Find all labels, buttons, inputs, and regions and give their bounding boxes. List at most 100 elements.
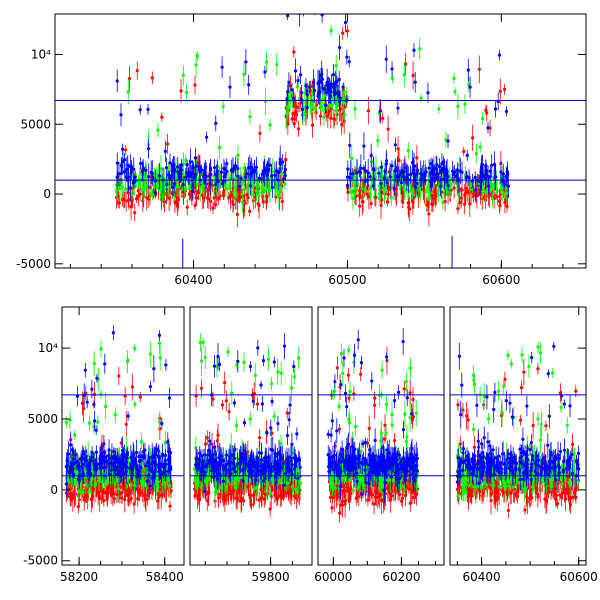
top-axes-frame	[54, 13, 587, 269]
data-point	[64, 482, 68, 486]
data-point	[117, 487, 121, 491]
data-point	[280, 172, 284, 176]
data-point	[220, 182, 224, 186]
data-point	[217, 182, 222, 186]
data-point	[90, 387, 94, 391]
data-point	[155, 481, 159, 485]
data-point	[93, 481, 98, 486]
data-point	[498, 204, 502, 208]
data-point	[97, 478, 101, 483]
data-point	[277, 170, 281, 174]
data-point	[376, 139, 380, 143]
data-point	[120, 496, 124, 500]
data-point	[335, 92, 340, 96]
data-point	[175, 185, 179, 189]
data-point	[126, 90, 130, 94]
data-point	[123, 461, 128, 466]
data-point	[175, 202, 179, 206]
data-point	[399, 185, 403, 189]
top-panel: 60400 60500 60600 -5000 0 5000 10⁴	[16, 13, 587, 287]
data-point	[145, 196, 149, 200]
data-point	[253, 195, 257, 199]
data-point	[177, 175, 182, 180]
data-point	[283, 182, 287, 186]
data-point	[194, 195, 198, 200]
data-point	[486, 126, 490, 130]
data-point	[468, 184, 472, 188]
data-point	[138, 108, 142, 112]
data-point	[290, 117, 294, 121]
y-tick-label: -5000	[16, 257, 51, 271]
data-point	[238, 484, 242, 488]
data-point	[431, 196, 435, 201]
data-point	[241, 200, 245, 204]
data-point	[276, 370, 280, 374]
data-point	[106, 491, 110, 495]
data-point	[464, 191, 468, 195]
data-point	[147, 175, 151, 179]
data-point	[506, 184, 511, 188]
data-point	[300, 107, 305, 112]
data-point	[385, 181, 389, 185]
data-point	[268, 123, 272, 127]
data-point	[209, 172, 213, 176]
data-point	[359, 166, 363, 170]
data-point	[363, 169, 368, 173]
data-point	[120, 197, 125, 202]
data-point	[65, 459, 69, 463]
data-point	[303, 112, 307, 116]
data-point	[257, 498, 261, 502]
data-point	[85, 400, 89, 404]
data-point	[133, 346, 137, 351]
data-point	[76, 504, 80, 509]
data-point	[112, 464, 116, 468]
data-point	[310, 84, 314, 88]
data-point	[293, 69, 298, 73]
data-point	[415, 181, 419, 186]
data-point	[139, 440, 144, 444]
data-point	[381, 116, 385, 120]
data-point	[270, 185, 274, 190]
x-tick-label: 58400	[146, 570, 184, 584]
data-point	[171, 185, 175, 189]
data-point	[189, 195, 194, 199]
data-point	[182, 194, 186, 198]
data-point	[342, 113, 347, 117]
data-point	[130, 460, 134, 464]
data-point	[413, 185, 417, 189]
data-point	[168, 504, 172, 508]
data-point	[142, 186, 146, 190]
data-point	[169, 467, 173, 471]
data-point	[423, 171, 427, 175]
data-point	[222, 189, 226, 193]
data-point	[499, 170, 503, 174]
data-point	[144, 464, 148, 468]
data-point	[401, 200, 405, 204]
data-point	[199, 359, 204, 363]
data-point	[436, 175, 440, 179]
data-point	[491, 186, 495, 190]
data-point	[115, 175, 119, 179]
data-point	[426, 91, 430, 95]
data-point	[92, 402, 96, 407]
data-point	[133, 402, 137, 407]
series-points	[192, 371, 302, 517]
data-point	[128, 186, 132, 190]
data-point	[309, 104, 313, 108]
data-point	[168, 176, 172, 180]
data-point	[401, 175, 406, 179]
data-point	[415, 156, 419, 160]
data-point	[458, 169, 462, 173]
data-point	[75, 459, 79, 463]
data-point	[299, 91, 304, 95]
data-point	[244, 172, 249, 176]
data-point	[501, 191, 505, 195]
data-point	[285, 97, 289, 101]
data-point	[406, 148, 410, 153]
data-point	[340, 122, 344, 127]
data-point	[490, 163, 494, 167]
data-point	[396, 147, 400, 151]
data-point	[193, 172, 197, 176]
data-point	[325, 80, 329, 85]
data-point	[80, 401, 85, 405]
